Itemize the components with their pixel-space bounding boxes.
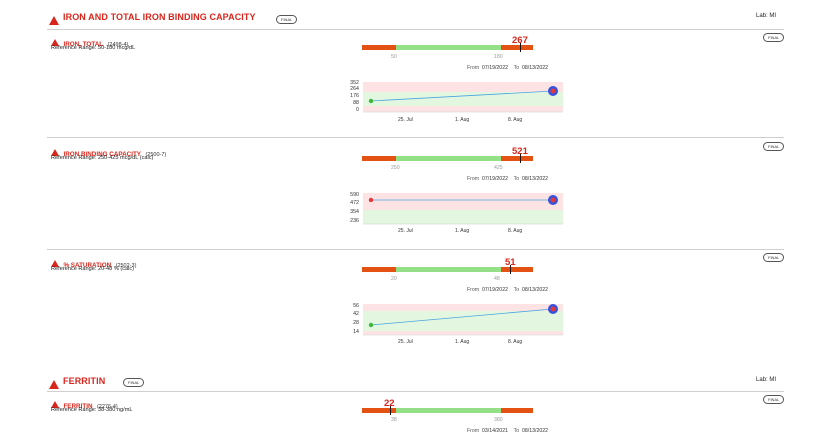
date-range: From 03/14/2021 To 08/13/2022 (467, 428, 548, 434)
trend-chart: 352 264 176 88 0 25. Jul 1. Aug 8. Aug (337, 80, 567, 128)
status-badge[interactable]: FINAL (763, 33, 785, 42)
y-tick: 264 (350, 86, 359, 92)
warning-icon (51, 401, 59, 408)
value-marker (510, 265, 511, 274)
x-tick: 1. Aug (455, 339, 470, 345)
value-marker (390, 406, 391, 415)
test-iron-binding-capacity: IRON BINDING CAPACITY (2500-7) (51, 143, 166, 161)
y-tick: 42 (353, 311, 359, 317)
y-tick: 354 (350, 209, 359, 215)
x-tick: 25. Jul (398, 228, 413, 234)
y-tick: 590 (350, 192, 359, 198)
x-tick: 1. Aug (455, 117, 470, 123)
x-tick: 25. Jul (398, 117, 413, 123)
y-tick: 176 (350, 93, 359, 99)
range-low: 20 (391, 276, 397, 282)
test-code: (2500-7) (145, 152, 167, 158)
divider (47, 249, 784, 250)
divider (47, 137, 784, 138)
warning-icon (51, 39, 59, 46)
status-badge[interactable]: FINAL (276, 15, 298, 24)
range-low: 50 (391, 54, 397, 60)
range-high: 425 (494, 165, 503, 171)
result-value: 521 (512, 146, 528, 157)
data-point[interactable] (368, 98, 374, 104)
data-point[interactable] (368, 197, 374, 203)
range-high: 180 (494, 54, 503, 60)
test-iron-total: IRON, TOTAL (2498-4) (51, 33, 128, 51)
range-bar (362, 43, 533, 52)
date-range: From 07/19/2022 To 08/13/2022 (467, 65, 548, 71)
y-tick: 14 (353, 329, 359, 335)
y-tick: 236 (350, 218, 359, 224)
reference-range: Reference Range: 38-380 ng/mL (51, 407, 133, 413)
y-tick: 472 (350, 200, 359, 206)
test-ferritin: FERRITIN (2276-4) (51, 395, 118, 413)
value-marker (520, 43, 521, 52)
range-high: 380 (494, 417, 503, 423)
result-value: 51 (505, 257, 516, 268)
range-bar (362, 154, 533, 163)
data-point[interactable] (368, 322, 374, 328)
test-name[interactable]: IRON BINDING CAPACITY (63, 151, 141, 158)
test-code: (2498-4) (107, 42, 129, 48)
range-bar (362, 265, 533, 274)
panel-title: FERRITIN (63, 376, 106, 386)
status-badge[interactable]: FINAL (123, 378, 145, 387)
divider (47, 29, 784, 30)
date-range: From 07/19/2022 To 08/13/2022 (467, 176, 548, 182)
reference-range: Reference Range: 20-48 % (calc) (51, 266, 135, 272)
test-saturation: % SATURATION (2502-3) (51, 254, 136, 272)
range-high: 48 (494, 276, 500, 282)
test-code: (2502-3) (115, 263, 137, 269)
warning-icon (49, 380, 59, 389)
x-tick: 25. Jul (398, 339, 413, 345)
lab-label: Lab: MI (756, 13, 777, 19)
status-badge[interactable]: FINAL (763, 253, 785, 262)
y-tick: 28 (353, 320, 359, 326)
result-value: 22 (384, 398, 395, 409)
trend-chart-svg (363, 193, 563, 225)
trend-chart: 56 42 28 14 25. Jul 1. Aug 8. Aug (337, 302, 567, 350)
warning-icon (51, 260, 59, 267)
reference-range: Reference Range: 250-425 mcg/dL (calc) (51, 155, 154, 161)
status-badge[interactable]: FINAL (763, 395, 785, 404)
date-range: From 07/19/2022 To 08/13/2022 (467, 287, 548, 293)
trend-chart-svg (363, 82, 563, 113)
test-name[interactable]: IRON, TOTAL (63, 41, 104, 48)
warning-icon (51, 149, 59, 156)
reference-range: Reference Range: 50-180 mcg/dL (51, 45, 136, 51)
warning-icon (49, 16, 59, 25)
y-tick: 88 (353, 100, 359, 106)
y-tick: 352 (350, 80, 359, 86)
x-tick: 8. Aug (508, 117, 523, 123)
trend-chart: 590 472 354 236 25. Jul 1. Aug 8. Aug (337, 191, 567, 239)
trend-chart-svg (363, 304, 563, 336)
x-tick: 1. Aug (455, 228, 470, 234)
x-tick: 8. Aug (508, 228, 523, 234)
test-name[interactable]: FERRITIN (63, 403, 93, 410)
result-value: 267 (512, 35, 528, 46)
test-code: (2276-4) (96, 404, 118, 410)
x-tick: 8. Aug (508, 339, 523, 345)
panel-header-ferritin (49, 376, 59, 394)
panel-header-iron (49, 12, 59, 30)
status-badge[interactable]: FINAL (763, 142, 785, 151)
panel-title: IRON AND TOTAL IRON BINDING CAPACITY (63, 12, 256, 22)
value-marker (520, 154, 521, 163)
range-low: 250 (391, 165, 400, 171)
divider (47, 391, 784, 392)
y-tick: 0 (356, 107, 359, 113)
test-name[interactable]: % SATURATION (63, 262, 112, 269)
range-low: 38 (391, 417, 397, 423)
y-tick: 56 (353, 303, 359, 309)
lab-label: Lab: MI (756, 377, 777, 383)
range-bar (362, 406, 533, 415)
